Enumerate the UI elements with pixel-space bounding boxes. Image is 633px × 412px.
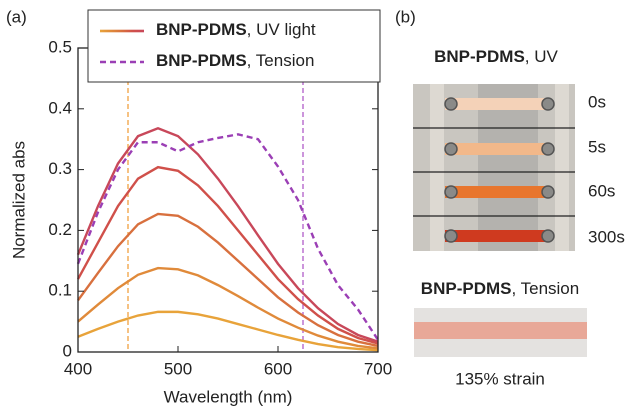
x-tick-label: 700 [364,359,392,378]
x-tick-label: 400 [64,359,92,378]
y-tick-label: 0.2 [48,220,72,239]
uv-photo [413,84,575,251]
time-label: 5s [588,137,606,156]
x-axis-label: Wavelength (nm) [164,387,293,406]
time-label: 60s [588,181,615,200]
data-line [77,310,379,352]
y-tick-label: 0 [63,341,72,360]
data-line [77,266,379,350]
legend-label: BNP-PDMS, UV light [156,20,316,39]
y-axis-label: Normalized abs [9,141,28,259]
strain-label: 135% strain [455,369,545,388]
x-tick-label: 600 [264,359,292,378]
tension-photo [414,308,587,357]
panel-label: (b) [395,7,416,26]
time-label: 0s [588,92,606,111]
data-line [76,126,379,343]
y-tick-label: 0.4 [48,98,72,117]
photo-title: BNP-PDMS, Tension [421,279,579,298]
data-line [76,165,379,345]
y-tick-label: 0.3 [48,159,72,178]
panel-label: (a) [6,7,27,26]
y-tick-label: 0.5 [48,37,72,56]
x-tick-label: 500 [164,359,192,378]
legend-swatch [100,29,144,33]
photo-title: BNP-PDMS, UV [434,47,558,66]
legend-label: BNP-PDMS, Tension [156,51,314,70]
y-tick-label: 0.1 [48,281,72,300]
time-label: 300s [588,227,625,246]
data-line [77,212,379,348]
data-line [76,133,380,341]
legend: BNP-PDMS, UV light BNP-PDMS, Tension [87,9,381,83]
legend-box [87,9,381,83]
